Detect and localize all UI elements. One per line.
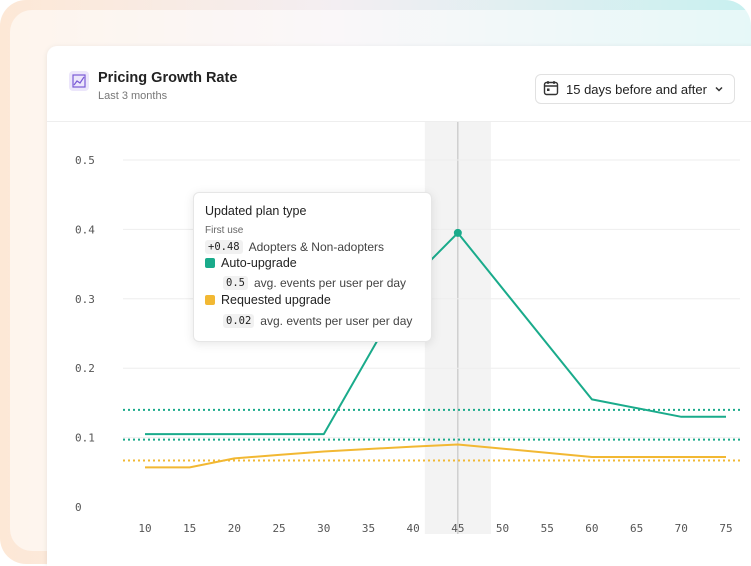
y-tick-label: 0.3 <box>75 293 95 306</box>
x-tick-label: 30 <box>317 522 330 535</box>
series-line-2 <box>145 443 726 469</box>
series-value-label: avg. events per user per day <box>253 276 407 290</box>
y-tick-label: 0.2 <box>75 362 95 375</box>
x-tick-label: 70 <box>675 522 688 535</box>
tooltip-series-2-value: 0.02 avg. events per user per day <box>223 314 412 328</box>
tooltip-delta-row: +0.48 Adopters & Non-adopters <box>205 240 384 254</box>
x-tick-label: 40 <box>407 522 420 535</box>
tooltip-delta-label: Adopters & Non-adopters <box>248 240 385 254</box>
x-tick-label: 50 <box>496 522 509 535</box>
x-tick-label: 15 <box>183 522 196 535</box>
x-tick-label: 60 <box>585 522 598 535</box>
x-tick-label: 20 <box>228 522 241 535</box>
tooltip-series-1-value: 0.5 avg. events per user per day <box>223 276 406 290</box>
hover-point <box>453 228 462 237</box>
series-line-1 <box>145 231 726 436</box>
chart-tooltip: Updated plan type First use +0.48 Adopte… <box>193 192 432 342</box>
x-tick-label: 25 <box>272 522 285 535</box>
page-subtitle: Last 3 months <box>98 90 168 102</box>
tooltip-series-2: Requested upgrade <box>205 293 331 307</box>
date-range-dropdown[interactable]: 15 days before and after <box>535 74 735 104</box>
tooltip-delta-value: +0.48 <box>205 240 243 254</box>
series-value: 0.5 <box>223 276 248 290</box>
series-name: Requested upgrade <box>221 293 331 307</box>
x-tick-label: 55 <box>541 522 554 535</box>
y-tick-label: 0 <box>75 501 82 514</box>
x-tick-label: 10 <box>138 522 151 535</box>
y-tick-label: 0.4 <box>75 223 95 236</box>
page-title: Pricing Growth Rate <box>98 70 238 86</box>
tooltip-series-1: Auto-upgrade <box>205 256 297 270</box>
x-tick-label: 75 <box>719 522 732 535</box>
y-tick-label: 0.5 <box>75 154 95 167</box>
header-divider <box>47 121 751 122</box>
x-tick-label: 35 <box>362 522 375 535</box>
calendar-icon <box>543 80 559 99</box>
series-swatch <box>205 258 215 268</box>
date-range-label: 15 days before and after <box>566 81 707 97</box>
chart-card: Pricing Growth Rate Last 3 months 15 day… <box>47 46 751 566</box>
chevron-down-icon <box>714 82 724 97</box>
series-value: 0.02 <box>223 314 255 328</box>
series-swatch <box>205 295 215 305</box>
line-chart-icon <box>69 71 89 91</box>
x-tick-label: 65 <box>630 522 643 535</box>
tooltip-subtitle: First use <box>205 225 244 236</box>
x-tick-label: 45 <box>451 522 464 535</box>
y-tick-label: 0.1 <box>75 432 95 445</box>
tooltip-title: Updated plan type <box>205 204 307 218</box>
series-value-label: avg. events per user per day <box>260 314 413 328</box>
series-name: Auto-upgrade <box>221 256 297 270</box>
